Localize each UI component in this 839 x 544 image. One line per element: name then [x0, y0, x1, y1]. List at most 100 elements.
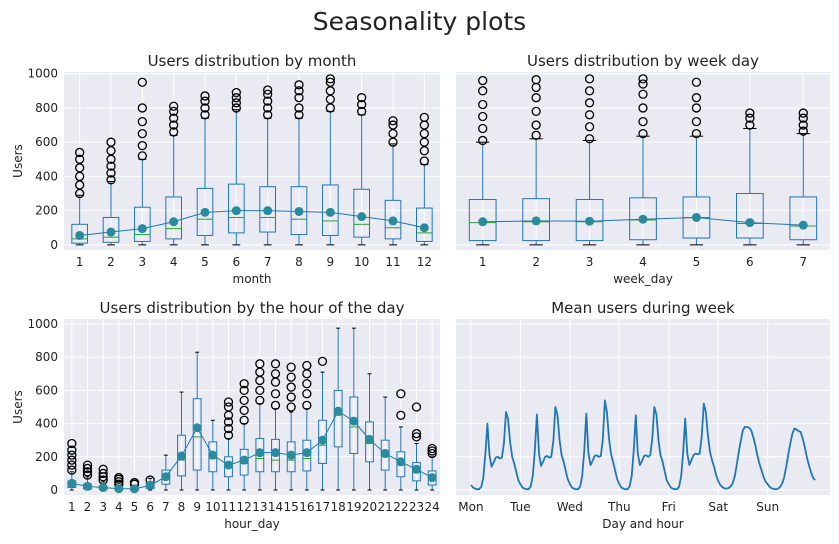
flier-point: [169, 120, 179, 130]
box-13: [255, 359, 265, 491]
x-tick-label: 2: [107, 255, 115, 269]
flier-point: [302, 360, 312, 371]
flier-point: [223, 423, 234, 434]
panel-1: Users distribution by month 0 200 400 600 800…: [11, 52, 440, 286]
flier-point: [106, 137, 116, 147]
flier-point: [427, 448, 437, 459]
flier-point: [478, 123, 488, 134]
x-tick-label: 5: [693, 255, 701, 269]
x-tick-label: 2: [84, 500, 92, 514]
flier-point: [798, 120, 808, 130]
flier-point: [294, 93, 304, 103]
flier-point: [419, 112, 429, 123]
mean-marker-1: [67, 478, 77, 488]
flier-point: [691, 128, 702, 139]
flier-point: [82, 460, 93, 470]
flier-point: [263, 85, 273, 95]
flier-point: [67, 445, 77, 455]
flier-point: [691, 93, 702, 103]
x-tick-label: 23: [409, 500, 424, 514]
flier-point: [255, 395, 265, 406]
x-tick-label: 7: [162, 500, 170, 514]
flier-point: [255, 359, 265, 369]
flier-point: [325, 77, 335, 87]
mean-marker-5: [200, 207, 210, 217]
x-tick-label: 5: [131, 500, 139, 514]
box-7: [259, 85, 277, 246]
flier-point: [388, 116, 398, 126]
flier-point: [270, 359, 281, 369]
box-body: [165, 196, 182, 240]
box-12: [416, 112, 433, 246]
box-6: [736, 108, 764, 246]
flier-point: [478, 75, 488, 86]
y-tick-label: 1000: [27, 317, 58, 331]
mean-marker-12: [419, 223, 429, 233]
mean-marker-21: [380, 448, 390, 458]
x-tick-label: 15: [284, 500, 299, 514]
mean-marker-11: [224, 460, 233, 470]
flier-point: [200, 103, 210, 113]
x-tick-label: 4: [170, 255, 178, 269]
mean-marker-4: [169, 217, 179, 227]
x-tick-label: Thu: [607, 500, 631, 514]
panel-2: Users distribution by week day 1 2 3 4 5 6 7 wee…: [456, 52, 830, 286]
mean-marker-2: [531, 216, 541, 226]
flier-point: [286, 402, 296, 412]
x-tick-label: 6: [746, 255, 754, 269]
y-tick-label: 0: [50, 238, 58, 252]
plot-area: [456, 319, 830, 495]
mean-marker-8: [177, 451, 186, 461]
y-tick-label: 400: [35, 169, 58, 183]
y-tick-label: 200: [35, 204, 58, 218]
box-body: [416, 207, 433, 242]
y-tick-label: 800: [35, 350, 58, 364]
x-tick-label: 9: [327, 255, 335, 269]
x-tick-label: Mon: [458, 500, 483, 514]
mean-marker-7: [263, 206, 273, 216]
x-tick-label: 1: [76, 255, 84, 269]
y-axis-label: Users: [11, 144, 25, 178]
x-tick-label: 11: [221, 500, 236, 514]
panel-title: Users distribution by the hour of the da…: [100, 299, 405, 317]
y-tick-label: 600: [35, 383, 58, 397]
flier-point: [223, 430, 234, 440]
flier-point: [478, 135, 488, 146]
flier-point: [584, 122, 595, 132]
flier-point: [691, 77, 702, 87]
box-body: [575, 199, 604, 242]
flier-point: [798, 126, 808, 136]
flier-point: [302, 400, 312, 410]
flier-point: [294, 103, 304, 113]
box-body: [228, 183, 245, 234]
flier-point: [270, 400, 281, 410]
flier-point: [294, 86, 304, 96]
box-body: [102, 216, 120, 243]
flier-point: [82, 463, 93, 474]
flier-point: [75, 154, 85, 164]
flier-point: [317, 356, 328, 366]
x-tick-label: 6: [233, 255, 241, 269]
x-tick-label: Tue: [509, 500, 531, 514]
flier-point: [396, 410, 406, 420]
y-tick-label: 200: [35, 450, 58, 464]
x-axis-label: Day and hour: [602, 517, 683, 531]
panel-title: Users distribution by week day: [527, 52, 759, 70]
x-tick-label: 14: [268, 500, 283, 514]
mean-marker-2: [83, 481, 92, 491]
x-tick-label: Sun: [756, 500, 779, 514]
mean-marker-8: [294, 206, 304, 216]
box-14: [270, 359, 281, 491]
mean-marker-3: [585, 216, 595, 226]
x-tick-label: 3: [139, 255, 147, 269]
box-body: [290, 186, 308, 236]
x-axis-label: month: [233, 272, 272, 286]
flier-point: [82, 467, 93, 477]
flier-point: [255, 385, 265, 396]
mean-marker-4: [114, 484, 124, 494]
y-tick-label: 1000: [27, 67, 58, 81]
mean-marker-9: [325, 207, 335, 217]
flier-point: [75, 147, 85, 158]
mean-marker-12: [239, 455, 249, 465]
x-tick-label: 18: [331, 500, 346, 514]
